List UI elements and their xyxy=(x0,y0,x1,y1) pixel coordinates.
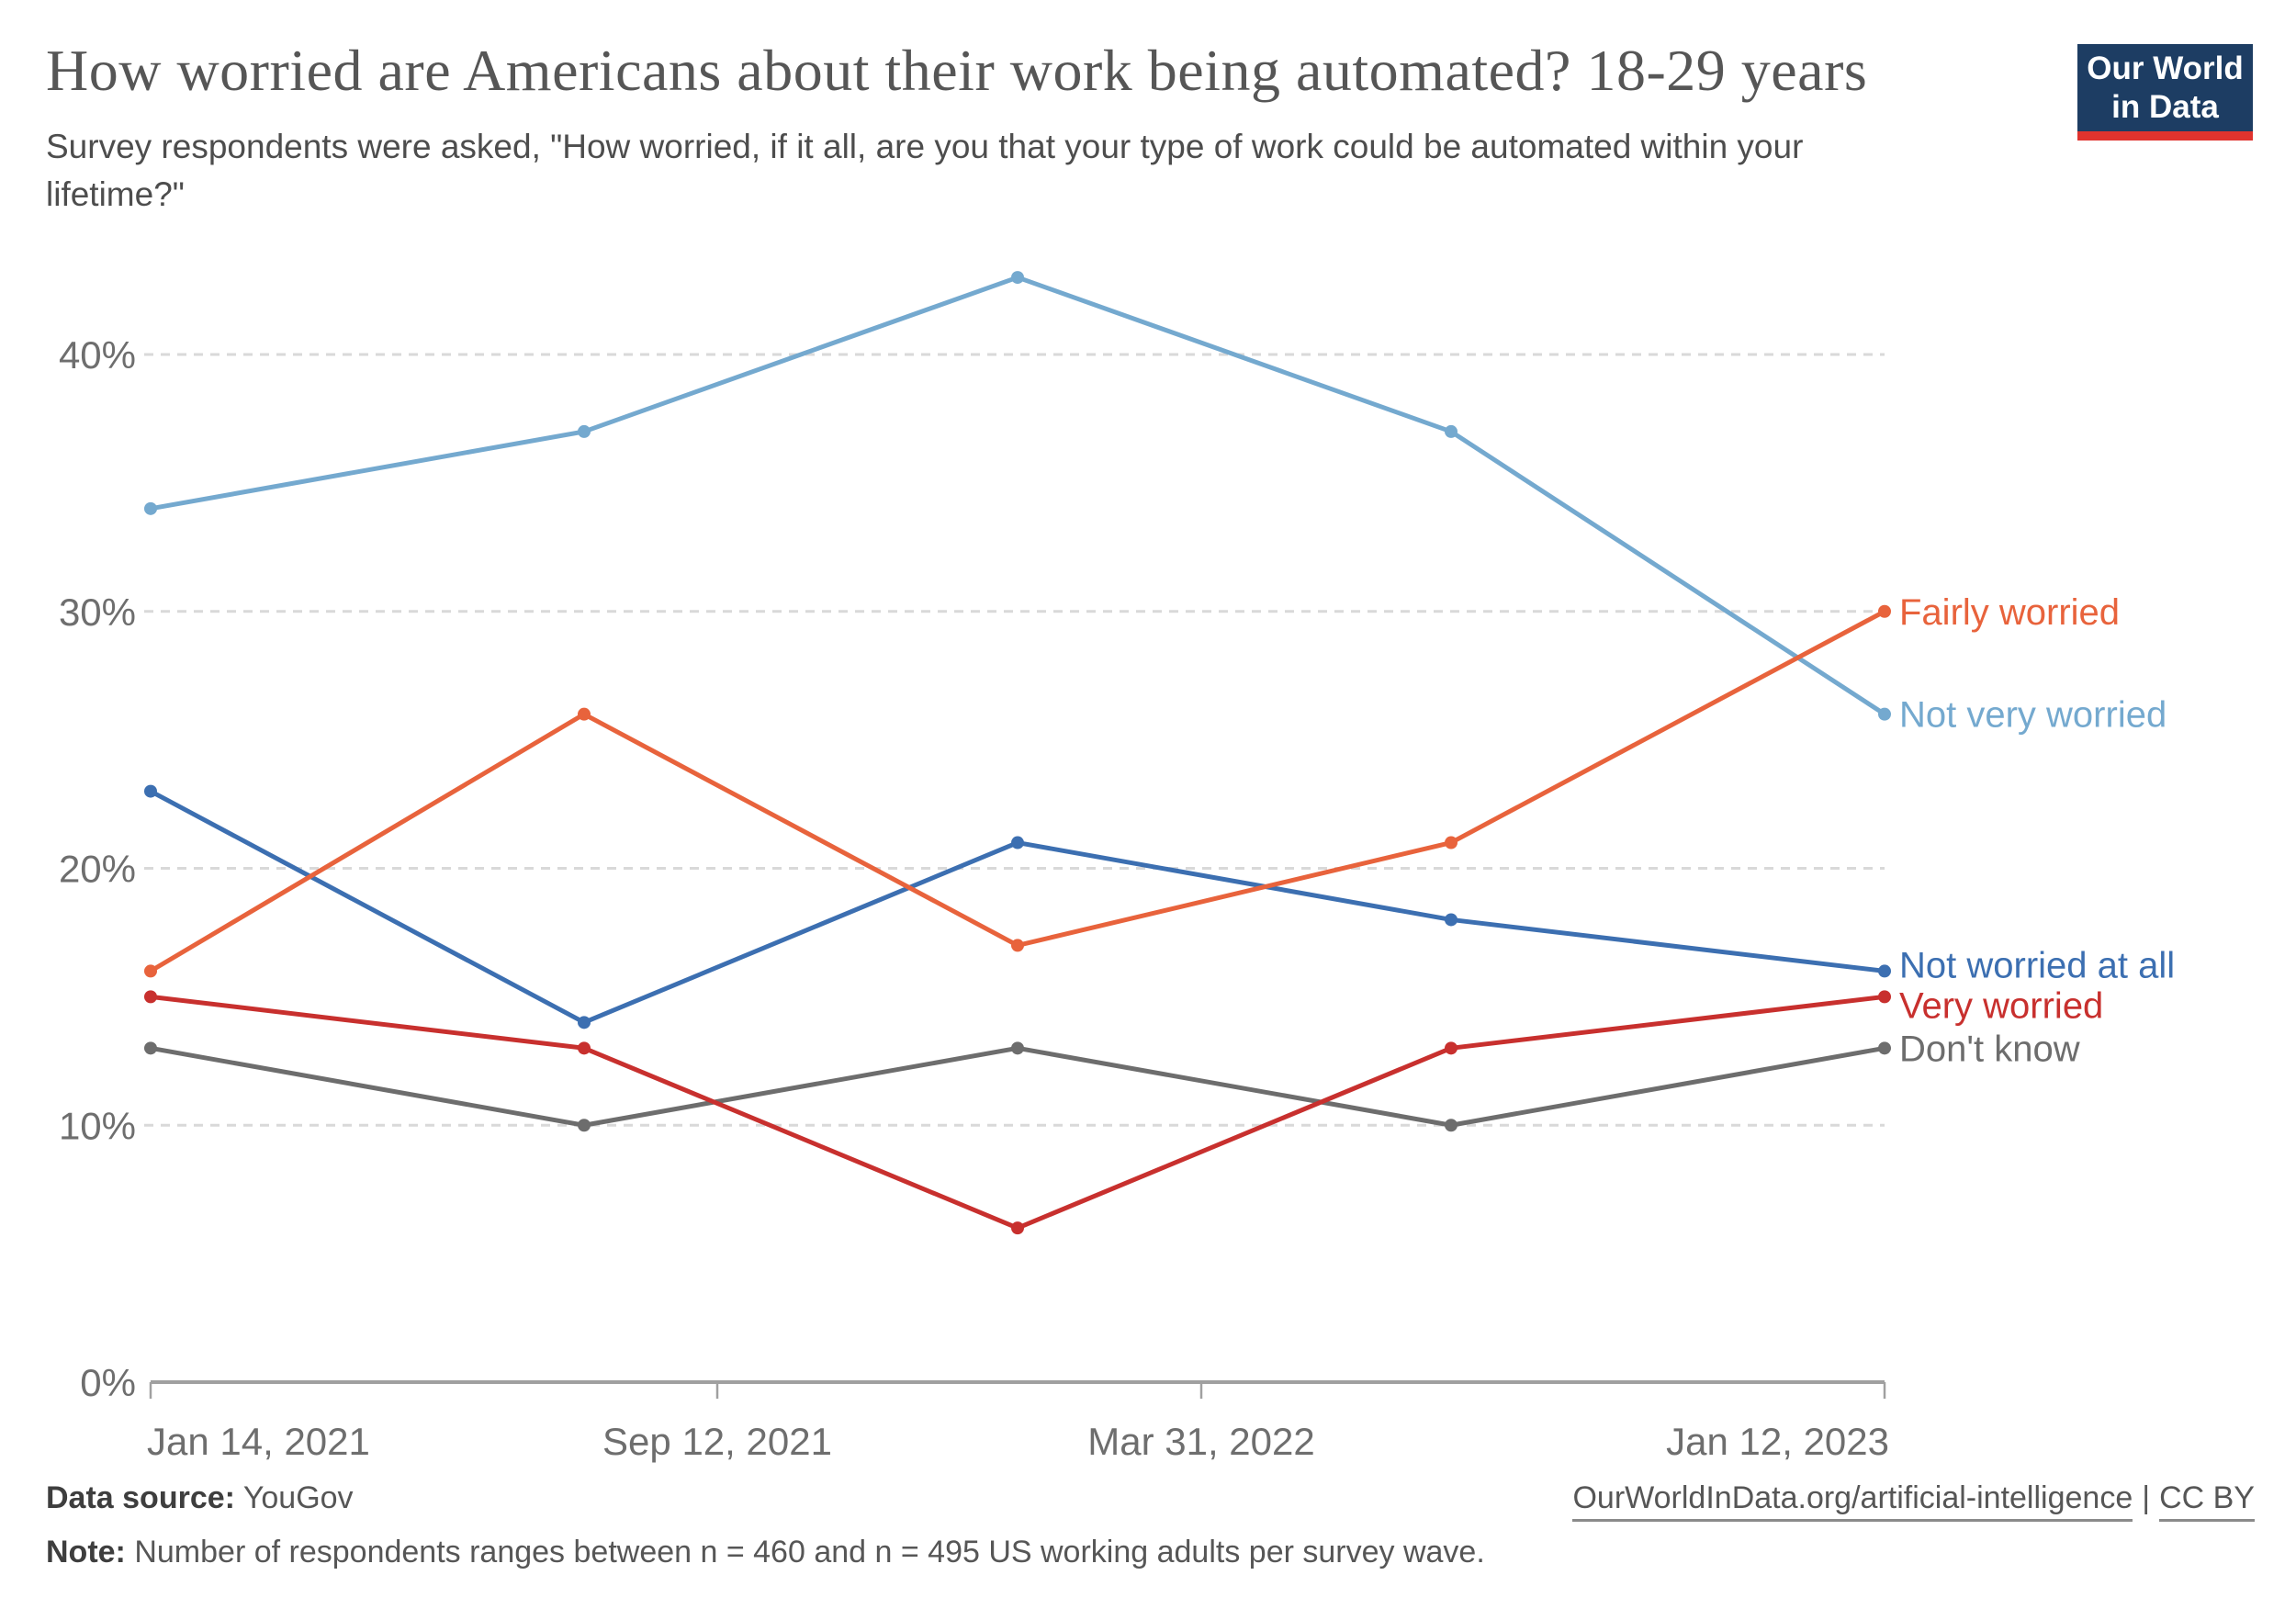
data-point-very-worried xyxy=(1445,1041,1458,1055)
y-axis-label: 20% xyxy=(59,848,136,891)
data-point-don-t-know xyxy=(1011,1041,1024,1055)
y-axis-label: 30% xyxy=(59,591,136,634)
data-point-not-very-worried xyxy=(1878,707,1891,721)
x-axis-label: Mar 31, 2022 xyxy=(1087,1420,1315,1463)
data-point-not-very-worried xyxy=(578,424,591,438)
chart-footer: Data source: YouGov OurWorldInData.org/a… xyxy=(46,1480,2255,1570)
chart-subtitle-line: Survey respondents were asked, "How worr… xyxy=(46,128,1804,165)
data-point-not-worried-at-all xyxy=(1011,836,1024,849)
chart-title: How worried are Americans about their wo… xyxy=(46,38,1868,103)
y-axis-label: 0% xyxy=(80,1361,136,1404)
owid-logo-text: Our World in Data xyxy=(2077,44,2253,131)
owid-logo-line: in Data xyxy=(2111,88,2219,125)
data-point-not-worried-at-all xyxy=(1445,913,1458,927)
x-axis-label: Jan 12, 2023 xyxy=(1666,1420,1889,1463)
data-source-value: YouGov xyxy=(242,1480,354,1515)
chart-subtitle-line: lifetime?" xyxy=(46,175,185,213)
series-line-not-very-worried xyxy=(148,275,1887,717)
data-point-fairly-worried xyxy=(1878,604,1891,618)
series-label-very-worried: Very worried xyxy=(1899,985,2103,1026)
data-point-very-worried xyxy=(578,1041,591,1055)
link-separator: | xyxy=(2142,1480,2151,1515)
series-label-not-worried-at-all: Not worried at all xyxy=(1899,945,2175,985)
footer-links: OurWorldInData.org/artificial-intelligen… xyxy=(1572,1480,2255,1522)
footnote: Note: Number of respondents ranges betwe… xyxy=(46,1535,2255,1570)
data-point-not-very-worried xyxy=(1011,271,1024,285)
data-point-not-very-worried xyxy=(144,501,157,515)
owid-logo-red-bar xyxy=(2077,131,2253,141)
data-source: Data source: YouGov xyxy=(46,1480,354,1516)
data-point-don-t-know xyxy=(1445,1119,1458,1132)
y-axis-label: 40% xyxy=(59,333,136,377)
footnote-text: Number of respondents ranges between n =… xyxy=(134,1535,1485,1569)
x-axis-label: Sep 12, 2021 xyxy=(602,1420,832,1463)
cc-by-link[interactable]: CC BY xyxy=(2159,1480,2255,1522)
owid-url-link[interactable]: OurWorldInData.org/artificial-intelligen… xyxy=(1572,1480,2133,1522)
data-point-very-worried xyxy=(1011,1221,1024,1235)
data-point-very-worried xyxy=(1878,990,1891,1004)
data-point-fairly-worried xyxy=(1445,836,1458,849)
footnote-label: Note: xyxy=(46,1535,126,1569)
series-line-fairly-worried xyxy=(148,609,1887,973)
data-point-don-t-know xyxy=(144,1041,157,1055)
series-line-don-t-know xyxy=(148,1045,1887,1128)
series-label-fairly-worried: Fairly worried xyxy=(1899,592,2120,633)
series-line-very-worried xyxy=(148,994,1887,1231)
data-source-label: Data source: xyxy=(46,1480,235,1515)
series-label-not-very-worried: Not very worried xyxy=(1899,695,2167,736)
x-axis-label: Jan 14, 2021 xyxy=(147,1420,370,1463)
data-point-fairly-worried xyxy=(578,707,591,721)
owid-logo-line: Our World xyxy=(2087,50,2244,86)
y-axis-label: 10% xyxy=(59,1104,136,1147)
data-point-fairly-worried xyxy=(144,964,157,978)
data-point-don-t-know xyxy=(1878,1041,1891,1055)
data-point-not-very-worried xyxy=(1445,424,1458,438)
data-point-don-t-know xyxy=(578,1119,591,1132)
chart-subtitle: Survey respondents were asked, "How worr… xyxy=(46,123,1803,219)
series-line-not-worried-at-all xyxy=(148,789,1887,1025)
owid-logo: Our World in Data xyxy=(2077,44,2253,141)
data-point-not-worried-at-all xyxy=(1878,964,1891,978)
data-point-very-worried xyxy=(144,990,157,1004)
series-label-don-t-know: Don't know xyxy=(1899,1029,2080,1069)
data-point-fairly-worried xyxy=(1011,939,1024,952)
data-point-not-worried-at-all xyxy=(144,784,157,798)
data-point-not-worried-at-all xyxy=(578,1016,591,1029)
